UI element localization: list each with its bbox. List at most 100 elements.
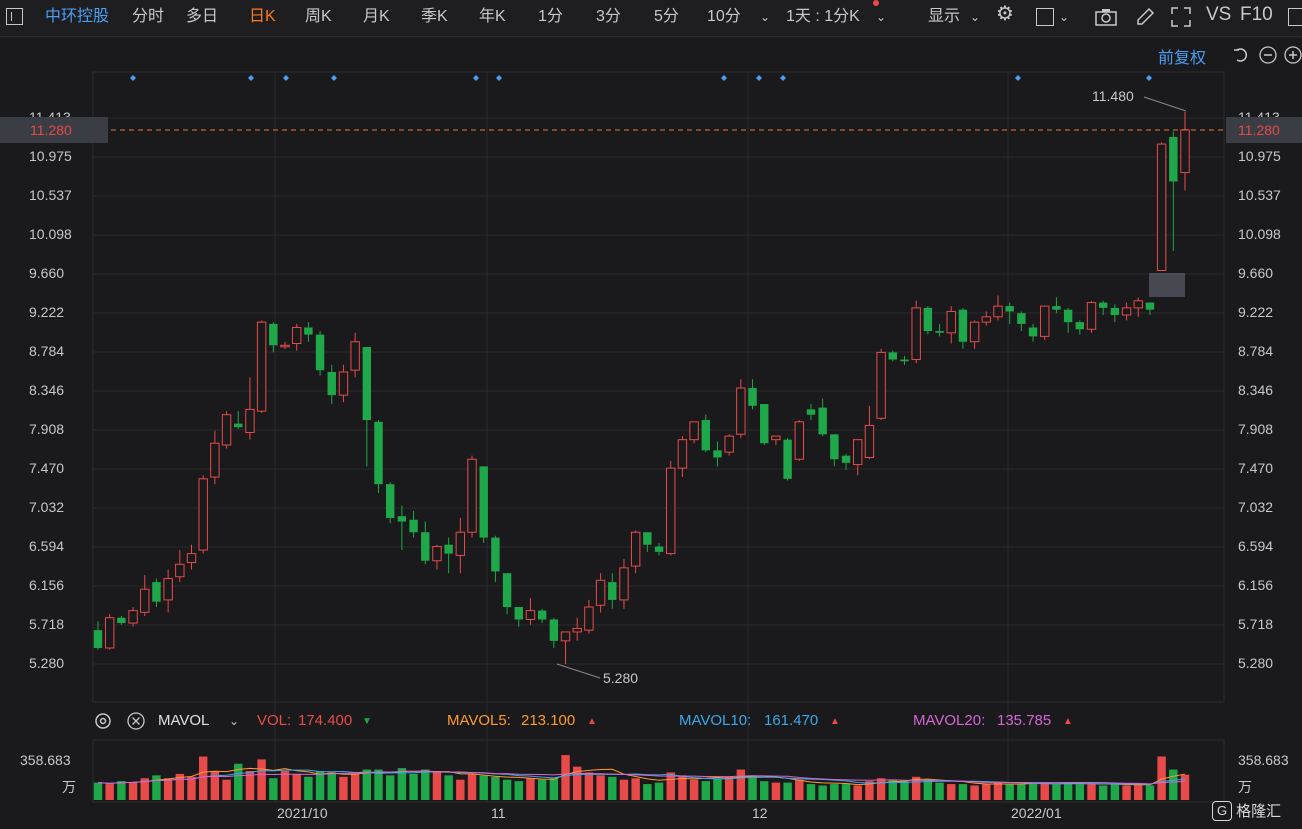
tab-10min[interactable]: 10分	[707, 8, 741, 25]
candle-body	[1086, 302, 1097, 330]
undo-icon[interactable]	[1232, 46, 1250, 64]
volume-bar	[210, 771, 220, 800]
event-marker-icon	[780, 75, 786, 81]
tab-rik[interactable]: 日K	[249, 8, 276, 25]
tab-niank[interactable]: 年K	[479, 8, 506, 25]
low-label-leader	[556, 663, 601, 679]
volume-unit-right: 万	[1238, 779, 1252, 795]
chart-style-chevron-icon[interactable]: ⌄	[1059, 10, 1070, 24]
candle	[128, 607, 138, 627]
volume-bar	[1122, 785, 1131, 800]
candle-body	[1052, 306, 1061, 310]
volume-bar	[409, 773, 418, 800]
candle	[1086, 300, 1097, 333]
tab-3min[interactable]: 3分	[596, 8, 621, 25]
candle-body	[198, 478, 208, 551]
candle	[338, 364, 349, 403]
tab-yuek[interactable]: 月K	[363, 8, 390, 25]
notification-dot-icon	[873, 0, 879, 6]
volume-bar	[795, 779, 804, 800]
high-label-leader	[1143, 96, 1187, 112]
settings-gear-icon[interactable]: ⚙	[996, 3, 1014, 25]
volume-bar	[163, 778, 173, 800]
candle-body	[748, 388, 757, 406]
indicator-close-icon[interactable]	[126, 711, 146, 731]
display-menu[interactable]: 显示	[928, 8, 961, 25]
volume-bar	[1169, 769, 1178, 800]
interval-select[interactable]: 1天 : 1分K	[786, 8, 860, 25]
candle-body	[608, 582, 617, 600]
candle-body	[1180, 129, 1190, 174]
vol-label: VOL:	[257, 712, 292, 729]
adjustment-forward-button[interactable]: 前复权	[1158, 50, 1207, 67]
camera-icon[interactable]	[1094, 7, 1118, 27]
volume-bar	[993, 782, 1003, 800]
volume-bar	[1134, 784, 1143, 800]
price-axis-label-right: 10.098	[1238, 226, 1281, 243]
candle	[245, 377, 255, 440]
candle-body	[1145, 302, 1155, 310]
volume-bar	[385, 775, 395, 800]
candle	[771, 435, 781, 445]
tab-zhouk[interactable]: 周K	[305, 8, 332, 25]
indicator-settings-gear-icon[interactable]	[93, 711, 113, 731]
indicator-chevron-icon[interactable]: ⌄	[229, 714, 240, 728]
indicator-name[interactable]: MAVOL	[158, 712, 210, 729]
candle	[385, 482, 395, 524]
candle	[327, 364, 336, 405]
fullscreen-icon[interactable]	[1170, 6, 1192, 28]
candle	[467, 455, 477, 538]
candle	[935, 323, 944, 337]
more-tabs-chevron-icon[interactable]: ⌄	[760, 10, 771, 24]
tab-5min[interactable]: 5分	[654, 8, 679, 25]
mavol10-up-arrow-icon: ▲	[830, 716, 840, 727]
volume-bar	[245, 771, 255, 800]
candle	[537, 608, 547, 624]
candle	[666, 461, 676, 556]
price-axis-label-right: 7.908	[1238, 421, 1274, 438]
candle	[140, 574, 150, 616]
candle-body	[1169, 136, 1178, 182]
panel-toggle-icon[interactable]	[6, 8, 23, 25]
f10-button[interactable]: F10	[1240, 4, 1273, 25]
candle	[163, 569, 173, 613]
draw-pen-icon[interactable]	[1134, 6, 1156, 28]
candle-body	[479, 466, 488, 538]
chart-style-icon[interactable]	[1036, 8, 1054, 26]
price-axis-label-left: 10.975	[29, 147, 72, 164]
candle-body	[1005, 306, 1014, 312]
candle-body	[806, 409, 816, 415]
volume-bar	[128, 781, 138, 800]
candle	[993, 295, 1003, 321]
zoom-out-icon[interactable]	[1258, 45, 1278, 65]
candle	[1133, 297, 1143, 317]
volume-bar	[444, 775, 453, 800]
candle-body	[514, 607, 523, 620]
sidebar-toggle-icon[interactable]	[1288, 8, 1302, 26]
candle	[514, 607, 523, 627]
candle	[818, 398, 827, 437]
candle-body	[421, 532, 430, 561]
tab-duori[interactable]: 多日	[186, 8, 219, 25]
price-axis-label-right: 7.032	[1238, 499, 1274, 516]
tab-jik[interactable]: 季K	[421, 8, 448, 25]
price-axis-label-right: 10.975	[1238, 147, 1281, 164]
zoom-in-icon[interactable]	[1283, 45, 1302, 65]
date-label-11: 11	[491, 805, 506, 821]
display-chevron-icon[interactable]: ⌄	[970, 10, 981, 24]
stock-name[interactable]: 中环控股	[45, 8, 110, 25]
tab-fenshi[interactable]: 分时	[132, 8, 165, 25]
vs-button[interactable]: VS	[1206, 4, 1232, 25]
candle-body	[175, 563, 185, 578]
candle-body	[409, 519, 418, 533]
candle-body	[93, 630, 103, 648]
mavol10-label: MAVOL10:	[679, 712, 752, 729]
volume-bar	[374, 769, 383, 800]
candle-body	[760, 404, 769, 444]
volume-bar	[1028, 782, 1038, 800]
candle-body	[350, 341, 360, 371]
candle	[841, 453, 851, 470]
interval-chevron-icon[interactable]: ⌄	[876, 10, 887, 24]
tab-1min[interactable]: 1分	[538, 8, 563, 25]
